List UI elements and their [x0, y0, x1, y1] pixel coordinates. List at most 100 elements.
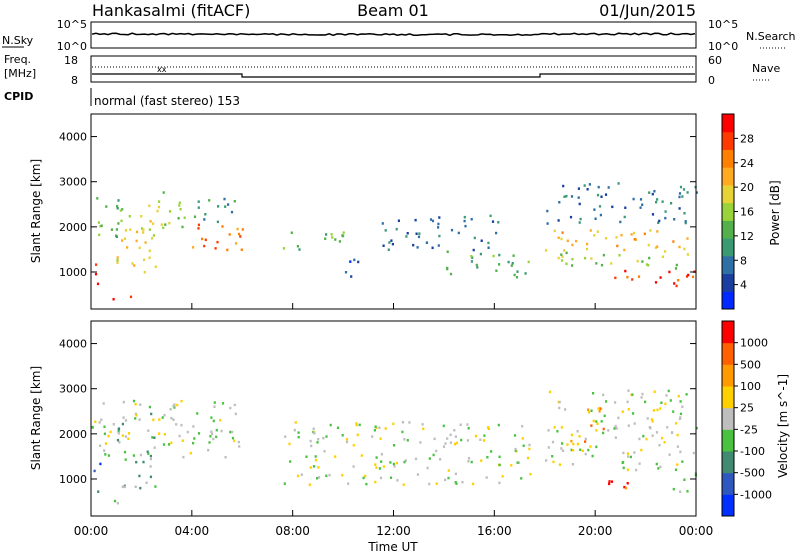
power-data-marks — [94, 182, 698, 301]
data-cell — [236, 227, 239, 231]
data-cell — [607, 186, 610, 189]
data-cell — [324, 237, 327, 240]
data-cell — [565, 251, 568, 255]
data-cell — [183, 216, 186, 219]
data-cell — [294, 421, 297, 424]
data-cell — [648, 426, 651, 429]
data-cell — [405, 235, 408, 238]
data-cell — [107, 434, 110, 438]
data-cell — [561, 255, 564, 258]
data-cell — [439, 458, 442, 461]
data-cell — [395, 227, 398, 231]
data-cell — [599, 213, 602, 217]
colorbar-tick-label: 24 — [740, 157, 754, 170]
data-cell — [402, 483, 405, 486]
data-cell — [147, 452, 150, 455]
data-cell — [592, 419, 595, 423]
data-cell — [297, 431, 300, 434]
data-cell — [336, 426, 340, 429]
data-cell — [449, 272, 453, 276]
colorbar-segment — [722, 364, 734, 387]
data-cell — [146, 450, 149, 453]
data-cell — [96, 282, 100, 286]
data-cell — [517, 461, 520, 464]
data-cell — [417, 235, 421, 239]
data-cell — [126, 246, 129, 249]
data-cell — [560, 253, 563, 256]
data-cell — [362, 476, 365, 480]
data-cell — [577, 196, 580, 199]
data-cell — [651, 192, 654, 196]
data-cell — [233, 200, 236, 203]
data-cell — [649, 229, 652, 232]
data-cell — [442, 445, 446, 448]
data-cell — [428, 457, 431, 460]
data-cell — [217, 205, 220, 208]
data-cell — [181, 439, 184, 442]
data-cell — [664, 216, 667, 220]
data-cell — [192, 425, 195, 428]
data-cell — [679, 412, 683, 416]
data-cell — [213, 405, 216, 408]
data-cell — [632, 197, 635, 201]
data-cell — [233, 403, 236, 407]
data-cell — [621, 410, 624, 413]
y-tick-label: 1000 — [59, 473, 87, 486]
data-cell — [630, 233, 633, 236]
data-cell — [305, 455, 308, 458]
data-cell — [379, 476, 383, 480]
data-cell — [161, 416, 164, 419]
data-cell — [474, 434, 477, 438]
data-cell — [216, 240, 219, 244]
data-cell — [446, 267, 449, 271]
data-cell — [239, 235, 242, 238]
data-cell — [406, 232, 409, 235]
data-cell — [282, 247, 285, 250]
data-cell — [622, 461, 625, 464]
data-cell — [135, 230, 139, 234]
data-cell — [495, 231, 498, 235]
data-cell — [132, 454, 135, 457]
data-cell — [571, 264, 574, 267]
data-cell — [581, 449, 584, 453]
data-cell — [648, 191, 651, 194]
data-cell — [663, 441, 666, 444]
data-cell — [121, 239, 124, 242]
data-cell — [212, 437, 215, 441]
data-cell — [117, 222, 120, 225]
data-cell — [596, 193, 600, 197]
data-cell — [646, 417, 649, 420]
data-cell — [472, 482, 475, 486]
data-cell — [314, 458, 318, 462]
colorbar-segment — [722, 131, 734, 150]
data-cell — [414, 457, 418, 461]
data-cell — [139, 453, 142, 457]
data-cell — [173, 406, 176, 409]
data-cell — [678, 192, 682, 195]
data-cell — [203, 244, 206, 248]
data-cell — [492, 254, 495, 258]
data-cell — [672, 240, 675, 243]
data-cell — [551, 455, 554, 458]
data-cell — [134, 403, 137, 406]
nsky-line — [91, 32, 696, 37]
data-cell — [116, 438, 120, 442]
colorbar-tick-label: 1000 — [740, 337, 768, 350]
colorbar-tick-label: -500 — [740, 467, 765, 480]
data-cell — [223, 197, 226, 201]
data-cell — [175, 423, 178, 426]
data-cell — [640, 396, 643, 399]
data-cell — [482, 439, 485, 442]
data-cell — [389, 461, 392, 464]
data-cell — [389, 476, 393, 479]
data-cell — [123, 450, 127, 454]
data-cell — [657, 221, 660, 224]
data-cell — [149, 457, 152, 461]
data-cell — [457, 231, 460, 235]
data-cell — [449, 441, 452, 444]
data-cell — [659, 276, 662, 279]
data-cell — [380, 453, 383, 456]
colorbar-segment — [722, 184, 734, 204]
data-cell — [544, 249, 548, 252]
data-cell — [655, 431, 659, 434]
